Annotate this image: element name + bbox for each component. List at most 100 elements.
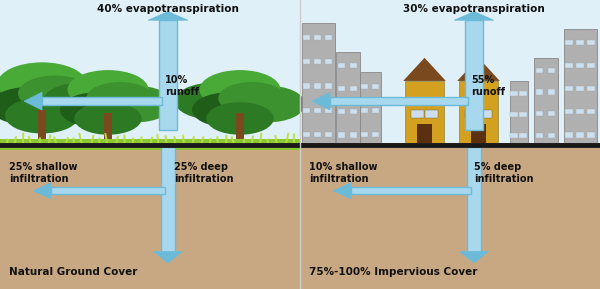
Bar [361,132,368,137]
Bar [314,132,322,137]
Bar [548,133,555,138]
Bar [405,81,444,144]
Bar [300,143,600,147]
Circle shape [0,62,86,105]
Bar [42,97,162,105]
Bar [576,63,583,68]
Bar [587,132,595,138]
Text: 75%-100% Impervious Cover: 75%-100% Impervious Cover [309,267,478,277]
Text: Natural Ground Cover: Natural Ground Cover [9,267,137,277]
Bar [536,68,543,73]
Bar [510,90,517,96]
Polygon shape [454,12,494,20]
Bar [565,86,572,91]
Circle shape [29,79,114,120]
Bar [350,109,357,114]
Bar [338,86,345,91]
Circle shape [5,98,79,134]
Bar [350,63,357,68]
Polygon shape [333,183,351,199]
Circle shape [229,86,305,123]
Bar [351,187,471,194]
Bar [338,109,345,114]
Bar [564,29,597,144]
Bar [510,81,528,144]
Bar [418,124,432,144]
Bar [300,0,600,144]
Text: 5% deep
infiltration: 5% deep infiltration [474,162,533,184]
Circle shape [86,82,154,114]
Circle shape [206,102,274,135]
Circle shape [192,92,264,127]
Circle shape [67,70,149,109]
Bar [425,110,438,118]
Bar [534,58,558,144]
Bar [536,90,543,95]
Bar [159,20,177,130]
Bar [519,133,527,138]
Bar [325,108,332,113]
Bar [548,68,555,73]
Bar [565,63,572,68]
Bar [548,90,555,95]
Polygon shape [403,58,446,81]
Bar [536,111,543,116]
Bar [576,86,583,91]
Bar [0,139,300,150]
Bar [303,84,310,89]
Bar [325,59,332,64]
Bar [336,52,360,144]
Bar [104,113,112,150]
Bar [360,72,381,144]
Bar [0,144,300,289]
Bar [548,111,555,116]
Circle shape [60,92,132,127]
Bar [519,90,527,96]
Bar [325,132,332,137]
Bar [38,110,46,150]
Bar [350,132,357,138]
Bar [510,133,517,138]
Bar [51,187,165,194]
Bar [300,144,600,289]
Bar [371,84,379,89]
Circle shape [175,83,251,120]
Bar [576,132,583,138]
Polygon shape [148,12,188,20]
Bar [325,84,332,89]
Bar [161,147,175,253]
Polygon shape [24,92,42,110]
Bar [303,35,310,40]
Bar [314,108,322,113]
Bar [587,109,595,114]
Bar [587,63,595,68]
Bar [510,112,517,117]
Bar [467,147,481,253]
Bar [314,59,322,64]
Circle shape [18,75,92,111]
Text: 10%
runoff: 10% runoff [165,75,199,97]
Bar [330,97,468,105]
Bar [371,108,379,113]
Text: 25% shallow
infiltration: 25% shallow infiltration [9,162,77,184]
Circle shape [218,82,286,114]
Circle shape [43,83,119,120]
Bar [565,40,572,45]
Bar [325,35,332,40]
Bar [303,59,310,64]
Polygon shape [154,251,182,263]
Bar [0,0,300,144]
Bar [587,86,595,91]
Bar [338,63,345,68]
Bar [361,84,368,89]
Bar [536,133,543,138]
Bar [303,132,310,137]
Bar [411,110,424,118]
Bar [472,124,486,144]
Text: 30% evapotranspiration: 30% evapotranspiration [403,4,545,14]
Bar [519,112,527,117]
Bar [314,84,322,89]
Text: 25% deep
infiltration: 25% deep infiltration [174,162,233,184]
Circle shape [97,86,173,123]
Bar [565,109,572,114]
